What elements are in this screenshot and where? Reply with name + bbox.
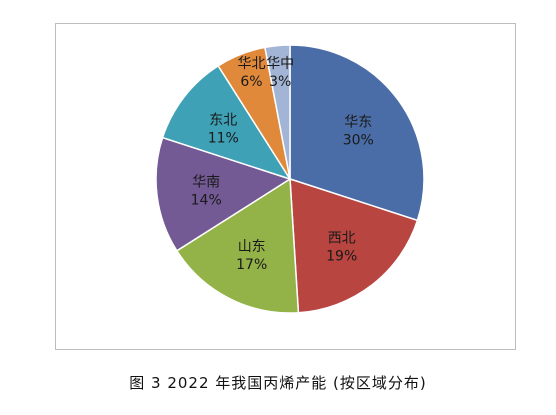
figure-caption: 图 3 2022 年我国丙烯产能 (按区域分布): [129, 374, 427, 392]
slice-value-label: 14%: [191, 193, 222, 209]
slice-name-label: 华南: [192, 175, 220, 191]
slice-value-label: 30%: [343, 132, 374, 148]
chart-frame: 华东 30% 西北 19% 山东 17% 华南 14% 东北 11% 华北 6% 华中 3%: [55, 23, 516, 350]
pie-slice: [289, 44, 425, 222]
pie-slice: [175, 177, 300, 314]
slice-value-label: 6%: [240, 74, 262, 90]
pie-slice: [264, 44, 291, 180]
slice-value-label: 19%: [326, 249, 357, 265]
slice-value-label: 3%: [269, 74, 291, 90]
slice-value-label: 11%: [208, 130, 239, 146]
slice-name-label: 华中: [266, 56, 294, 72]
pie-slice: [289, 177, 419, 314]
pie-chart: 华东 30% 西北 19% 山东 17% 华南 14% 东北 11% 华北 6%华中 3%: [155, 44, 425, 314]
slice-name-label: 华北: [238, 56, 266, 72]
slice-name-label: 华东: [344, 114, 372, 130]
pie-slice: [155, 136, 292, 252]
slice-name-label: 山东: [238, 239, 266, 255]
pie-slice: [161, 64, 292, 181]
slice-name-label: 东北: [209, 112, 237, 128]
slice-value-label: 17%: [236, 257, 267, 273]
slice-name-label: 西北: [328, 231, 356, 247]
